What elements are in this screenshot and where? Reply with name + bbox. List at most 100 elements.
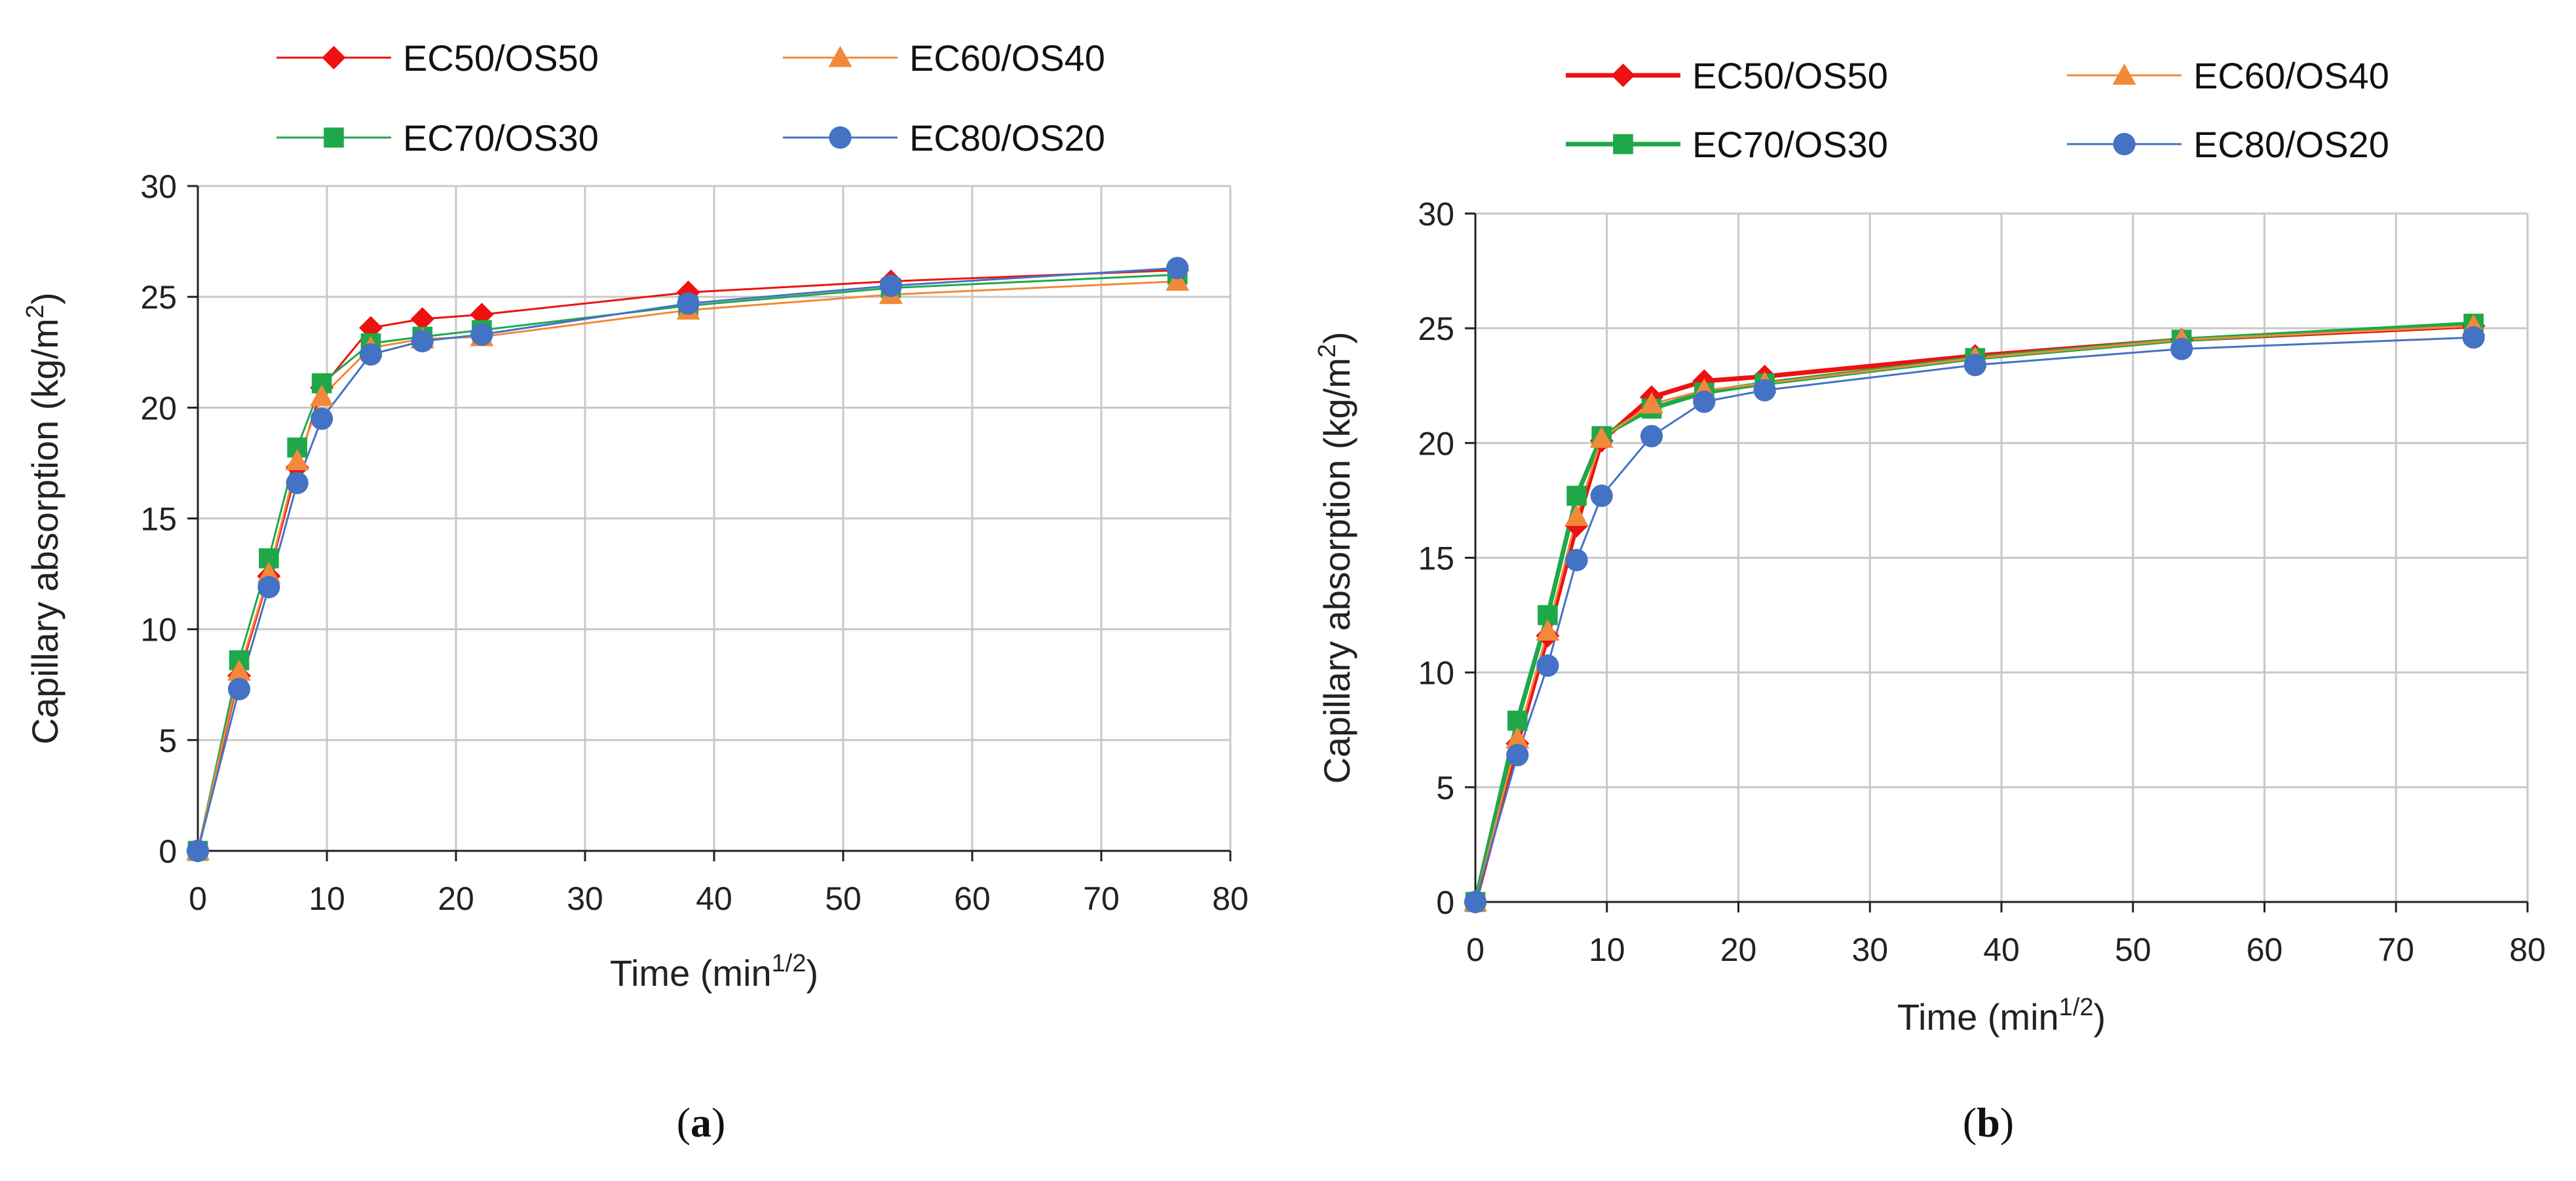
y-tick-label: 30 (140, 168, 177, 205)
x-tick-label: 20 (1720, 931, 1757, 968)
y-tick-label: 10 (140, 612, 177, 648)
series-markers-ec60-os40 (1464, 314, 2486, 912)
legend-item: EC70/OS30 (276, 117, 599, 159)
legend-marker (1611, 64, 1635, 87)
y-tick-label: 30 (1418, 196, 1454, 233)
series-line-ec50-os50 (1473, 324, 2474, 903)
data-point (1536, 654, 1559, 677)
series-line-ec80-os20 (197, 267, 1178, 852)
series-line-ec70-os30 (1473, 321, 2474, 903)
legend-marker (322, 46, 346, 69)
panel-label: (a) (677, 1099, 726, 1146)
data-point (1589, 426, 1614, 448)
x-tick-label: 40 (1983, 931, 2020, 968)
panel-label-letter: b (1977, 1099, 2000, 1146)
legend-item: EC80/OS20 (2067, 124, 2389, 165)
y-tick-label: 15 (140, 501, 177, 538)
x-tick-label: 70 (2377, 931, 2414, 968)
data-point (470, 323, 493, 346)
x-tick-label: 70 (1083, 880, 1120, 917)
data-point (227, 659, 252, 681)
x-tick-label: 0 (189, 880, 207, 917)
data-point (879, 274, 902, 297)
y-tick-label: 5 (1436, 770, 1454, 806)
data-point (359, 343, 383, 366)
data-point (1963, 354, 1986, 377)
legend-marker (2113, 132, 2136, 156)
legend-item: EC50/OS50 (1566, 55, 1888, 96)
legend-item: EC60/OS40 (783, 37, 1105, 79)
data-point (1506, 727, 1530, 749)
legend: EC50/OS50 EC60/OS40 EC70/OS30 EC80/OS20 (1566, 55, 2389, 165)
series-markers-ec80-os20 (186, 257, 1189, 863)
series-line-ec50-os50 (197, 269, 1178, 852)
data-point (1640, 392, 1664, 414)
chart-panel-b: 0 5 10 15 20 25 30 0 10 20 30 40 50 60 70 80 Time (min1/… (1314, 55, 2546, 1146)
data-point (286, 472, 309, 495)
y-tick-label: 15 (1418, 540, 1454, 577)
y-axis-title-end: ) (24, 292, 66, 305)
legend-item: EC60/OS40 (2067, 55, 2389, 96)
y-axis-title-end: ) (1316, 331, 1357, 344)
data-point (285, 449, 309, 470)
y-axis-title-sup: 2 (1314, 344, 1341, 358)
x-axis-title: Time (min1/2) (1897, 994, 2106, 1038)
data-point (677, 292, 700, 315)
series-line-ec60-os40 (197, 280, 1178, 852)
y-tick-label: 25 (140, 279, 177, 316)
panel-label-letter: a (691, 1099, 711, 1146)
x-tick-label: 20 (438, 880, 474, 917)
data-point (1165, 269, 1190, 291)
data-point (186, 839, 210, 863)
x-tick-label: 50 (2115, 931, 2151, 968)
series-markers-ec50-os50 (1464, 314, 2486, 914)
x-tick-label: 60 (954, 880, 991, 917)
legend-label: EC60/OS40 (2193, 55, 2389, 96)
gridlines (1474, 212, 2529, 903)
data-point (227, 677, 251, 701)
y-tick-label: 20 (1418, 425, 1454, 462)
legend-marker (2112, 64, 2136, 85)
x-axis-title-end: ) (2093, 996, 2106, 1038)
legend-marker (829, 126, 852, 149)
legend-item: EC80/OS20 (783, 117, 1105, 159)
legend-item: EC50/OS50 (276, 37, 599, 79)
data-point (1590, 484, 1613, 508)
panel-label-open: ( (677, 1099, 691, 1146)
legend: EC50/OS50 EC60/OS40 EC70/OS30 EC80/OS20 (276, 37, 1105, 159)
y-tick-label: 0 (159, 833, 177, 870)
x-axis-title-end: ) (806, 952, 818, 994)
y-axis-title-main: Capillary absorption (kg/m (1316, 358, 1357, 783)
data-point (311, 407, 333, 430)
panel-label: (b) (1963, 1099, 2014, 1146)
series-markers-ec60-os40 (186, 269, 1190, 861)
y-axis-title-main: Capillary absorption (kg/m (24, 318, 66, 744)
x-tick-label: 10 (1589, 931, 1625, 968)
data-point (1640, 424, 1663, 447)
x-axis-title-main: Time (min (610, 952, 772, 994)
x-tick-label: 30 (1851, 931, 1888, 968)
x-tick-label: 30 (567, 880, 603, 917)
data-point (1166, 257, 1189, 280)
x-axis-title-sup: 1/2 (2059, 994, 2094, 1021)
x-axis-title: Time (min1/2) (610, 950, 818, 994)
y-axis-title-sup: 2 (22, 305, 49, 318)
legend-label: EC80/OS20 (909, 117, 1105, 159)
legend-label: EC50/OS50 (1692, 55, 1888, 96)
series-markers-ec70-os30 (187, 265, 1188, 861)
series-markers-ec70-os30 (1465, 313, 2484, 912)
y-axis-title: Capillary absorption (kg/m2) (22, 292, 66, 744)
data-point (1693, 390, 1716, 413)
gridlines (197, 185, 1232, 852)
data-point (1753, 379, 1776, 402)
data-point (1564, 504, 1589, 526)
y-tick-label: 5 (159, 722, 177, 759)
x-tick-label: 50 (825, 880, 862, 917)
data-point (1536, 619, 1560, 641)
y-tick-label: 25 (1418, 310, 1454, 347)
data-point (2170, 337, 2193, 360)
data-point (310, 384, 334, 406)
y-tick-label: 10 (1418, 655, 1454, 692)
legend-label: EC70/OS30 (403, 117, 599, 159)
